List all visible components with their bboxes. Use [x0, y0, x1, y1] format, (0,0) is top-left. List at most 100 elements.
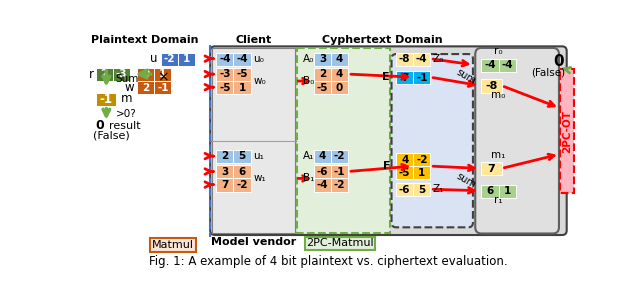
Bar	[413, 52, 430, 66]
Bar	[138, 81, 154, 94]
Text: 7: 7	[488, 164, 495, 174]
Text: w₁: w₁	[253, 173, 266, 183]
Text: Matmul: Matmul	[152, 240, 194, 250]
Text: r: r	[90, 68, 94, 81]
Text: 6: 6	[486, 186, 493, 196]
Bar	[154, 68, 172, 81]
Bar	[481, 185, 499, 198]
Bar	[154, 81, 172, 94]
Text: A₁: A₁	[303, 151, 315, 161]
Bar	[481, 79, 502, 93]
Bar	[499, 59, 516, 72]
Text: 4: 4	[401, 155, 408, 165]
Bar	[234, 165, 250, 178]
Bar	[314, 165, 331, 178]
Text: 1: 1	[159, 69, 166, 79]
Bar	[216, 150, 234, 163]
Text: -5: -5	[219, 82, 230, 92]
Text: 1: 1	[238, 82, 246, 92]
Text: 7: 7	[401, 72, 408, 82]
Text: -2: -2	[236, 180, 248, 190]
Text: -2: -2	[163, 54, 175, 64]
Text: -4: -4	[236, 54, 248, 64]
Text: -1: -1	[157, 82, 169, 92]
Text: -8: -8	[399, 54, 410, 64]
Text: -2: -2	[416, 155, 428, 165]
Text: -8: -8	[485, 81, 498, 91]
Bar	[396, 183, 413, 196]
Text: 5: 5	[418, 185, 426, 195]
Bar	[331, 178, 348, 191]
Text: -3: -3	[219, 69, 230, 79]
Text: (False): (False)	[531, 68, 565, 78]
Text: -6: -6	[399, 185, 410, 195]
Text: w: w	[125, 81, 134, 94]
Text: 4: 4	[336, 69, 343, 79]
Text: -5: -5	[399, 168, 410, 178]
Bar	[314, 52, 331, 66]
Text: Z₀: Z₀	[433, 54, 444, 64]
Bar	[95, 68, 113, 81]
Text: 2PC-OT: 2PC-OT	[562, 110, 572, 153]
Text: 2: 2	[319, 69, 326, 79]
Bar	[314, 68, 331, 81]
Text: -5: -5	[317, 82, 328, 92]
Text: -1: -1	[416, 72, 428, 82]
Bar	[95, 93, 116, 106]
Bar	[413, 166, 430, 179]
Bar	[413, 153, 430, 166]
Bar	[331, 165, 348, 178]
Bar	[499, 185, 516, 198]
Text: 2: 2	[142, 82, 150, 92]
Text: E: E	[382, 72, 390, 82]
Text: Sum: Sum	[116, 74, 139, 84]
Text: -4: -4	[416, 54, 428, 64]
Text: Fig. 1: A example of 4 bit plaintext vs. ciphertext evaluation.: Fig. 1: A example of 4 bit plaintext vs.…	[148, 255, 508, 268]
Text: 2: 2	[100, 69, 108, 79]
Text: -4: -4	[501, 60, 513, 70]
Text: (False): (False)	[93, 131, 130, 141]
Bar	[234, 68, 250, 81]
Text: -4: -4	[317, 180, 328, 190]
Text: 3: 3	[221, 167, 228, 177]
Text: 6: 6	[238, 167, 246, 177]
Text: 0: 0	[95, 119, 104, 132]
Text: -1: -1	[99, 93, 112, 106]
Text: 4: 4	[336, 54, 343, 64]
Bar	[234, 178, 250, 191]
Bar	[331, 150, 348, 163]
Text: B₀: B₀	[303, 76, 315, 86]
Bar	[331, 52, 348, 66]
Text: F: F	[383, 161, 390, 171]
Text: 0: 0	[553, 54, 564, 69]
Bar	[396, 166, 413, 179]
Text: 2PC-Matmul: 2PC-Matmul	[306, 238, 373, 248]
Text: m₀: m₀	[492, 90, 506, 100]
Bar	[178, 52, 195, 66]
Text: 0: 0	[142, 69, 150, 79]
Bar	[396, 153, 413, 166]
Bar	[481, 59, 499, 72]
Text: Z₁: Z₁	[433, 184, 444, 194]
Text: A₀: A₀	[303, 54, 315, 64]
Text: 1: 1	[182, 54, 190, 64]
Text: 2: 2	[221, 152, 228, 161]
FancyBboxPatch shape	[476, 48, 559, 234]
Bar	[396, 71, 413, 84]
Text: r₀: r₀	[494, 46, 503, 56]
Bar	[216, 165, 234, 178]
Bar	[331, 68, 348, 81]
Text: B₁: B₁	[303, 173, 315, 183]
Text: m₁: m₁	[492, 150, 506, 160]
Bar	[113, 68, 130, 81]
Bar	[234, 52, 250, 66]
Text: -2: -2	[334, 180, 346, 190]
Text: u₀: u₀	[253, 54, 264, 64]
Text: 1: 1	[504, 186, 511, 196]
Bar	[413, 71, 430, 84]
Text: Client: Client	[236, 35, 272, 45]
Text: 3: 3	[319, 54, 326, 64]
Text: 7: 7	[221, 180, 228, 190]
FancyBboxPatch shape	[210, 46, 566, 235]
Text: -5: -5	[236, 69, 248, 79]
